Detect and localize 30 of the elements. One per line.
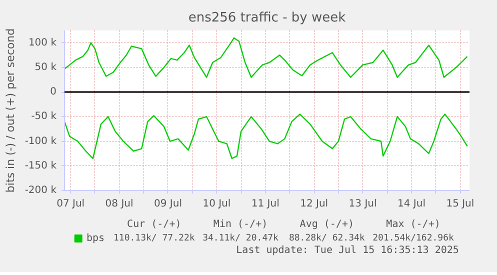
x-tick-label: 11 Jul [251,198,280,210]
y-tick-label: 50 k [34,62,57,73]
line-series [64,37,468,78]
y-tick-label: 0 [50,86,57,98]
line-series [64,114,468,160]
text: 110.13k/ 77.22k [114,234,196,244]
text: Min (-/+) [213,219,268,230]
text: Max (-/+) [386,219,440,230]
text: Cur (-/+) [127,219,182,230]
chart-title: ens256 traffic - by week [188,10,346,26]
text: 34.11k/ 20.47k [202,234,280,244]
text: 88.28k/ 62.34k [288,234,366,244]
x-tick-label: 13 Jul [348,198,377,210]
text: Last update: Tue Jul 15 16:35:13 2025 [236,245,459,256]
y-tick-label: -50 k [31,111,57,122]
x-tick-label: 09 Jul [154,198,182,210]
x-tick-label: 14 Jul [398,198,426,210]
x-tick-label: 15 Jul [446,198,474,210]
y-tick-label: 100 k [28,37,57,48]
y-tick-label: -150 k [24,160,57,172]
y-tick-label: -200 k [24,185,57,196]
y-tick-label: -100 k [24,136,57,147]
x-tick-label: 12 Jul [300,198,328,210]
x-tick-label: 10 Jul [202,198,231,210]
text: Avg (-/+) [300,219,354,230]
legend-label: bps [86,233,105,244]
text: 201.54k/162.96k [372,234,454,244]
x-tick-label: 07 Jul [56,198,85,210]
x-tick-label: 08 Jul [105,198,134,210]
y-axis-title: bits in (-) / out (+) per second [4,28,17,193]
